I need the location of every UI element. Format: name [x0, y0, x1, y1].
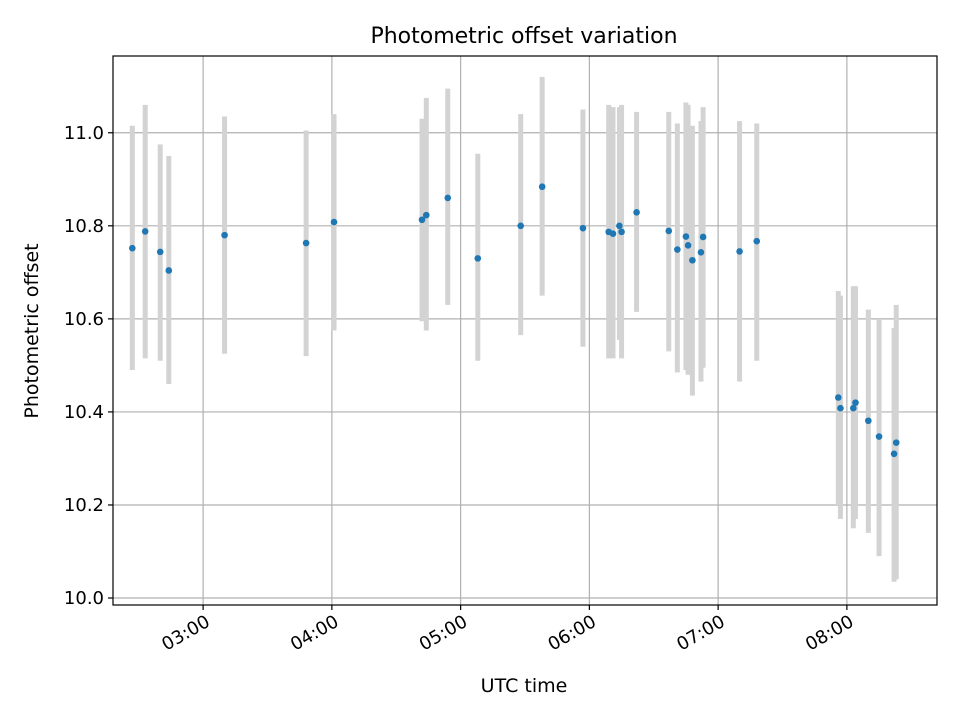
data-point: [221, 231, 228, 239]
data-point: [852, 399, 859, 406]
data-point: [474, 255, 482, 262]
y-tick-label: 10.8: [64, 216, 104, 237]
data-point: [422, 211, 430, 219]
data-point: [141, 228, 149, 235]
data-point: [156, 248, 164, 256]
data-point: [892, 439, 900, 446]
data-point: [834, 394, 842, 401]
data-point: [538, 183, 546, 191]
y-tick-label: 10.2: [64, 495, 104, 516]
data-point: [579, 224, 587, 232]
data-point: [609, 230, 617, 238]
data-point: [418, 216, 426, 224]
data-point: [890, 450, 898, 458]
data-point: [665, 227, 673, 235]
y-axis-ticks: 10.0 10.2 10.4 10.6 10.8 11.0: [64, 123, 113, 609]
data-point: [129, 244, 136, 252]
chart-title: Photometric offset variation: [370, 24, 677, 49]
plot-frame: [112, 55, 938, 606]
data-point: [689, 256, 696, 264]
data-point: [165, 267, 173, 274]
y-tick-label: 10.0: [64, 588, 104, 609]
data-point: [850, 404, 857, 412]
data-point: [875, 433, 883, 440]
data-point: [865, 417, 872, 425]
data-point: [517, 222, 525, 230]
x-axis-label: UTC time: [481, 675, 568, 697]
data-point: [684, 242, 692, 249]
data-point: [736, 248, 743, 255]
data-point: [633, 209, 640, 216]
data-point: [682, 233, 690, 240]
y-tick-label: 11.0: [64, 123, 104, 144]
data-point: [616, 222, 623, 230]
data-point: [674, 246, 681, 253]
data-point: [618, 228, 625, 236]
y-axis-label: Photometric offset: [21, 243, 43, 418]
data-point: [699, 233, 707, 241]
data-points: [129, 183, 900, 458]
data-point: [444, 194, 452, 202]
data-point: [697, 249, 705, 256]
y-tick-label: 10.4: [64, 402, 104, 423]
data-point: [753, 237, 761, 245]
data-point: [837, 404, 844, 412]
data-point: [302, 239, 310, 247]
data-point: [330, 218, 338, 226]
y-tick-label: 10.6: [64, 309, 104, 330]
